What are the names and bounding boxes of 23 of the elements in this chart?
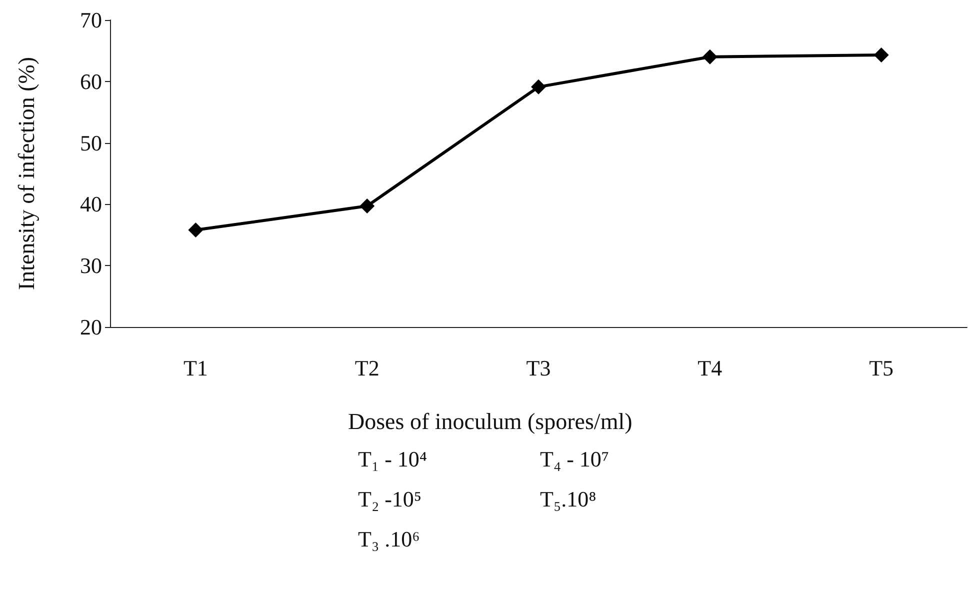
y-tick-label: 20: [80, 314, 102, 340]
point: [360, 198, 375, 214]
text: T₁ - 10⁴: [358, 446, 428, 472]
x-tick-label: T1: [183, 356, 208, 380]
y-tick-label: 70: [80, 8, 102, 32]
y-tick-label: 60: [80, 68, 102, 94]
point: [874, 48, 889, 62]
point: [188, 222, 204, 238]
x-axis-title: Doses of inoculum (spores/ml): [348, 409, 632, 434]
y-tick-label: 30: [80, 253, 102, 278]
text: T₃ .10⁶: [358, 526, 420, 552]
x-tick-label: T3: [526, 356, 551, 380]
point: [702, 49, 718, 64]
x-tick-label: T2: [354, 356, 380, 380]
y-tick-label: 50: [80, 130, 102, 156]
x-tick-label: T4: [698, 356, 722, 380]
point: [531, 79, 546, 94]
text: T₄ - 10⁷: [540, 446, 610, 472]
y-tick-label: 40: [80, 192, 102, 217]
y-axis-title: Intensity of infection (%): [14, 56, 39, 290]
text: T₅.10⁸: [540, 486, 596, 512]
x-tick-label: T5: [869, 356, 894, 380]
text: T₂ -10⁵: [358, 486, 422, 512]
